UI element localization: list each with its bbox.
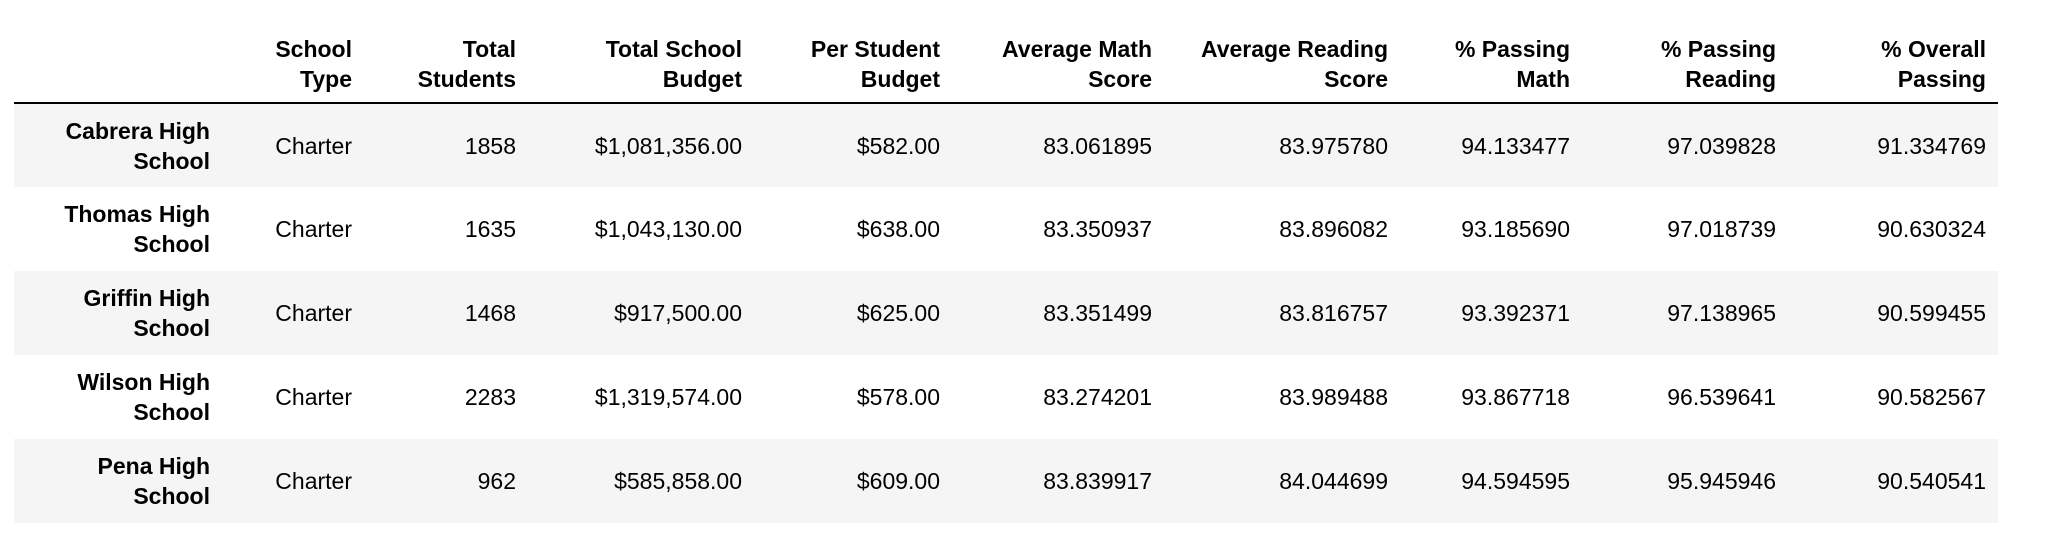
row-index-label: Griffin High School [14, 271, 222, 355]
column-header-line: Passing [1897, 66, 1986, 92]
row-index-label: Wilson High School [14, 355, 222, 439]
column-header-line: % Passing [1454, 36, 1570, 62]
table-row: Thomas High School Charter 1635 $1,043,130.0… [14, 187, 1998, 271]
table-cell: 94.133477 [1461, 132, 1570, 159]
table-cell: 1468 [464, 300, 516, 326]
table-cell: 90.540541 [1877, 468, 1986, 494]
column-header: % Overall Passing [1788, 30, 1998, 104]
dataframe-output: School Type Total Students Total School Budge… [14, 30, 1998, 523]
school-summary-table: School Type Total Students Total School Budge… [14, 30, 1998, 523]
row-index-line: Thomas High [64, 201, 210, 227]
table-cell: $578.00 [856, 384, 940, 410]
column-header: Total School Budget [528, 30, 754, 104]
table-cell: 96.539641 [1667, 384, 1776, 410]
table-cell: $625.00 [856, 300, 940, 326]
row-index-line: Pena High [97, 453, 210, 479]
row-index-line: School [133, 231, 210, 257]
table-cell: Charter [275, 384, 352, 410]
column-header-line: % Passing [1660, 36, 1776, 62]
column-header-line: Score [1324, 66, 1388, 92]
table-cell: 2283 [464, 384, 516, 410]
column-header-line: % Overall [1881, 36, 1986, 62]
table-cell: 1858 [464, 132, 516, 159]
row-index-label: Pena High School [14, 439, 222, 523]
table-cell: $917,500.00 [614, 300, 742, 326]
column-header-line: Budget [662, 66, 742, 92]
table-body: Cabrera High School Charter 1858 $1,081,356.… [14, 103, 1998, 523]
table-cell: 90.582567 [1877, 384, 1986, 410]
table-cell: 83.989488 [1279, 384, 1388, 410]
row-index-line: School [133, 483, 210, 509]
table-cell: 90.630324 [1877, 216, 1986, 242]
table-cell: Charter [275, 132, 352, 159]
table-cell: 93.392371 [1461, 300, 1570, 326]
table-cell: $585,858.00 [614, 468, 742, 494]
table-cell: $582.00 [856, 132, 940, 159]
table-cell: $1,043,130.00 [594, 216, 742, 242]
table-cell: 95.945946 [1667, 468, 1776, 494]
table-cell: 93.185690 [1461, 216, 1570, 242]
table-row: Pena High School Charter 962 $585,858.00 $609… [14, 439, 1998, 523]
column-header: Per Student Budget [754, 30, 952, 104]
table-cell: 83.274201 [1043, 384, 1152, 410]
table-cell: $1,081,356.00 [594, 132, 742, 159]
row-index-line: School [133, 147, 210, 174]
column-header-line: Students [417, 66, 516, 92]
index-header [14, 30, 222, 104]
table-cell: 91.334769 [1877, 132, 1986, 159]
column-header-line: Reading [1685, 66, 1776, 92]
header-row: School Type Total Students Total School Budge… [14, 30, 1998, 104]
table-cell: 83.975780 [1279, 132, 1388, 159]
table-cell: 93.867718 [1461, 384, 1570, 410]
table-cell: 97.138965 [1667, 300, 1776, 326]
table-row: Griffin High School Charter 1468 $917,500.00… [14, 271, 1998, 355]
table-cell: 962 [477, 468, 516, 494]
row-index-label: Cabrera High School [14, 103, 222, 187]
table-cell: Charter [275, 216, 352, 242]
table-cell: $609.00 [856, 468, 940, 494]
row-index-line: Griffin High [83, 285, 210, 311]
table-cell: 83.816757 [1279, 300, 1388, 326]
column-header-line: Type [300, 66, 352, 92]
column-header-line: Average Reading [1200, 36, 1388, 62]
row-index-line: Wilson High [77, 369, 210, 395]
table-cell: $638.00 [856, 216, 940, 242]
table-cell: 97.039828 [1667, 132, 1776, 159]
column-header-line: Score [1088, 66, 1152, 92]
table-cell: Charter [275, 468, 352, 494]
column-header-line: Per Student [810, 36, 940, 62]
table-cell: 83.839917 [1043, 468, 1152, 494]
column-header: Total Students [364, 30, 528, 104]
column-header: % Passing Reading [1582, 30, 1788, 104]
table-cell: 97.018739 [1667, 216, 1776, 242]
table-cell: 94.594595 [1461, 468, 1570, 494]
table-row: Cabrera High School Charter 1858 $1,081,356.… [14, 103, 1998, 187]
table-cell: 83.896082 [1279, 216, 1388, 242]
table-cell: 83.061895 [1043, 132, 1152, 159]
table-cell: $1,319,574.00 [594, 384, 742, 410]
row-index-line: Cabrera High [65, 117, 210, 144]
column-header-line: Total School [605, 36, 742, 62]
table-cell: 83.350937 [1043, 216, 1152, 242]
column-header-line: Total [462, 36, 516, 62]
column-header-line: Average Math [1002, 36, 1152, 62]
table-cell: 83.351499 [1043, 300, 1152, 326]
column-header: % Passing Math [1400, 30, 1582, 104]
table-cell: 90.599455 [1877, 300, 1986, 326]
column-header-line: Math [1516, 66, 1570, 92]
column-header: Average Math Score [952, 30, 1164, 104]
row-index-line: School [133, 399, 210, 425]
table-cell: 1635 [464, 216, 516, 242]
row-index-line: School [133, 315, 210, 341]
table-cell: 84.044699 [1279, 468, 1388, 494]
column-header: School Type [222, 30, 364, 104]
column-header-line: Budget [860, 66, 940, 92]
table-cell: Charter [275, 300, 352, 326]
column-header-line: School [275, 36, 352, 62]
column-header: Average Reading Score [1164, 30, 1400, 104]
row-index-label: Thomas High School [14, 187, 222, 271]
table-row: Wilson High School Charter 2283 $1,319,574.0… [14, 355, 1998, 439]
